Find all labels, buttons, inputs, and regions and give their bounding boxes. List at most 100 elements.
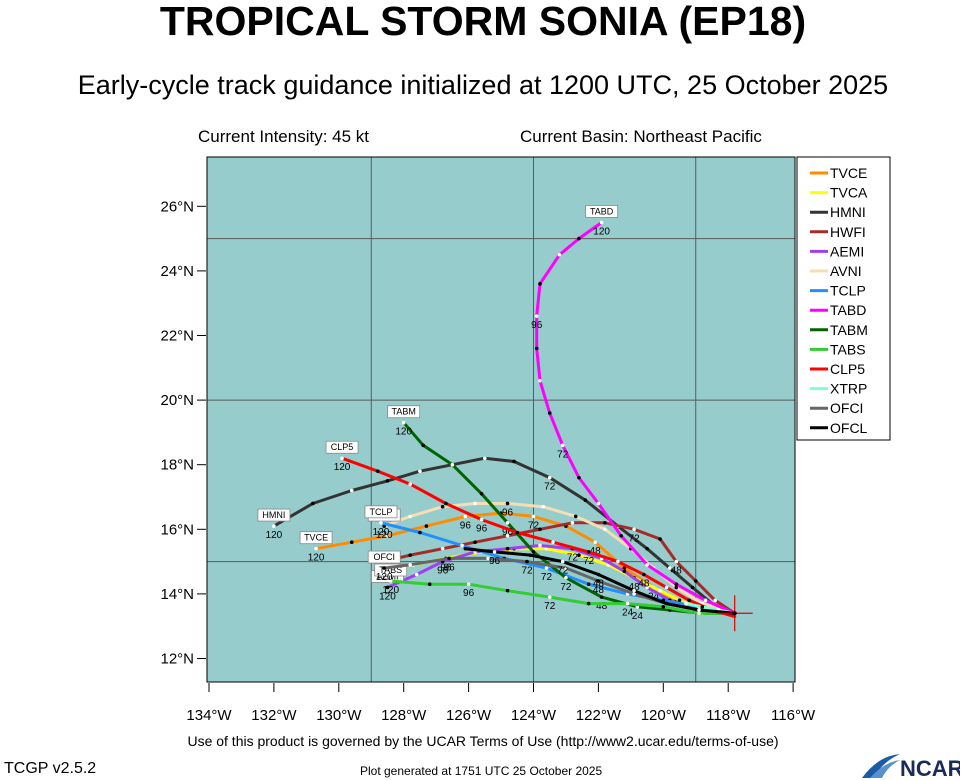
x-tick-label: 116°W <box>771 707 816 724</box>
track-end-box <box>257 508 291 522</box>
forecast-hour-label: 48 <box>593 585 605 596</box>
track-point <box>674 559 679 564</box>
terms-of-use[interactable]: Use of this product is governed by the U… <box>187 733 779 749</box>
legend: TVCE TVCA HMNI HWFI AEMI AVNI TCLP TABD TABM TABS… <box>796 156 891 441</box>
track-point <box>560 559 565 564</box>
track-tabd: 72 96 120 TABD <box>531 205 737 615</box>
current-intensity: Current Intensity: 45 kt <box>198 127 370 146</box>
legend-label: OFCL <box>830 420 868 436</box>
track-end-box <box>387 405 421 419</box>
track-point <box>596 572 601 577</box>
track-point <box>697 608 701 612</box>
track-end-name: TABM <box>392 407 416 417</box>
track-point <box>674 582 679 587</box>
track-point <box>414 572 419 577</box>
track-point <box>515 530 520 535</box>
track-clp5: 48 72 96 120 CLP5 <box>325 440 737 618</box>
track-end-name: OFCI <box>373 552 395 562</box>
track-point <box>382 566 387 570</box>
track-point <box>664 585 669 590</box>
legend-label: CLP5 <box>830 361 865 377</box>
track-point <box>349 488 354 493</box>
track-point <box>599 595 604 599</box>
track-point <box>440 546 445 551</box>
legend-box <box>796 156 891 441</box>
forecast-hour-label: 72 <box>560 582 572 593</box>
track-end-name: AEMI <box>376 571 398 581</box>
track-end-label: TABM <box>387 405 421 419</box>
track-point <box>473 501 477 506</box>
x-tick-label: 134°W <box>186 707 232 724</box>
track-point <box>547 411 552 415</box>
track-point <box>460 543 464 548</box>
track-point <box>693 579 698 583</box>
forecast-hour-label: 120 <box>308 553 325 564</box>
legend-label: AVNI <box>830 263 862 279</box>
track-point <box>564 575 568 580</box>
track-point <box>424 524 429 528</box>
forecast-hour-label: 24 <box>622 608 634 619</box>
ncar-logo-text: NCAR <box>900 756 960 780</box>
forecast-hour-label: 96 <box>463 588 475 599</box>
legend-label: TVCE <box>830 165 867 181</box>
track-point <box>603 527 607 532</box>
track-point <box>645 563 649 567</box>
track-point <box>557 252 562 257</box>
track-end-box <box>299 531 333 545</box>
track-point <box>586 582 591 587</box>
track-point <box>531 550 536 554</box>
version-label: TCGP v2.5.2 <box>4 760 97 777</box>
track-point <box>512 459 516 464</box>
forecast-hour-label: 96 <box>531 320 543 331</box>
map-frame <box>206 156 796 683</box>
track-point <box>645 585 649 590</box>
generated-timestamp: Plot generated at 1751 UTC 25 October 20… <box>360 764 603 778</box>
track-end-label: TCLP <box>364 505 398 519</box>
y-tick-label: 22°N <box>160 328 194 345</box>
track-point <box>463 546 468 551</box>
track-point <box>492 550 497 554</box>
track-point <box>505 546 510 551</box>
forecast-hour-label: 120 <box>376 530 393 541</box>
track-point <box>661 605 666 609</box>
y-tick-label: 26°N <box>160 198 194 215</box>
x-tick-label: 126°W <box>446 707 492 724</box>
track-point <box>385 479 390 483</box>
track-point <box>340 456 344 461</box>
track-point <box>551 540 555 545</box>
y-tick-label: 16°N <box>160 521 194 538</box>
y-tick-label: 20°N <box>160 392 194 409</box>
track-point <box>658 537 662 541</box>
track-point <box>531 514 536 519</box>
track-point <box>593 540 597 545</box>
chart-title: TROPICAL STORM SONIA (EP18) <box>159 0 807 44</box>
forecast-hour-label: 24 <box>632 611 644 622</box>
forecast-hour-label: 48 <box>590 546 602 557</box>
forecast-hour-label: 72 <box>544 601 556 612</box>
track-end-label: CLP5 <box>325 440 359 454</box>
track-tclp: 72 120 TCLP <box>364 505 737 615</box>
track-point <box>466 582 471 587</box>
track-point <box>577 475 581 480</box>
track-point <box>547 475 552 480</box>
track-point <box>450 462 455 467</box>
map-background <box>207 157 795 682</box>
track-point <box>447 556 451 561</box>
track-point <box>586 550 591 554</box>
x-tick-label: 124°W <box>511 707 557 724</box>
forecast-hour-label: 96 <box>502 507 514 518</box>
track-end-name: HMNI <box>262 510 285 520</box>
grid-lines <box>207 157 795 682</box>
track-end-name: TVCE <box>304 533 328 543</box>
track-point <box>603 521 607 525</box>
track-point <box>573 514 578 519</box>
track-point <box>642 572 646 577</box>
track-point <box>421 443 425 448</box>
chart-subtitle: Early-cycle track guidance initialized a… <box>77 70 889 100</box>
track-point <box>486 556 490 561</box>
x-tick-label: 130°W <box>316 707 362 724</box>
track-point <box>538 378 542 383</box>
x-tick-label: 120°W <box>641 707 687 724</box>
